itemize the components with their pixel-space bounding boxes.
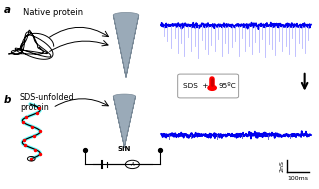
Text: SDS  +: SDS + — [183, 83, 209, 89]
Text: SiN: SiN — [118, 146, 131, 152]
FancyBboxPatch shape — [178, 74, 239, 98]
Text: b: b — [4, 95, 11, 105]
Text: 100ms: 100ms — [288, 176, 309, 181]
Polygon shape — [113, 94, 136, 147]
Polygon shape — [113, 12, 139, 77]
Text: 2nS: 2nS — [279, 160, 285, 172]
Text: A: A — [130, 162, 134, 167]
Text: SDS-unfolded
protein: SDS-unfolded protein — [20, 93, 74, 112]
Text: Native protein: Native protein — [23, 8, 83, 17]
Text: a: a — [4, 5, 11, 15]
Circle shape — [208, 85, 216, 90]
Text: 95ºC: 95ºC — [219, 83, 236, 89]
